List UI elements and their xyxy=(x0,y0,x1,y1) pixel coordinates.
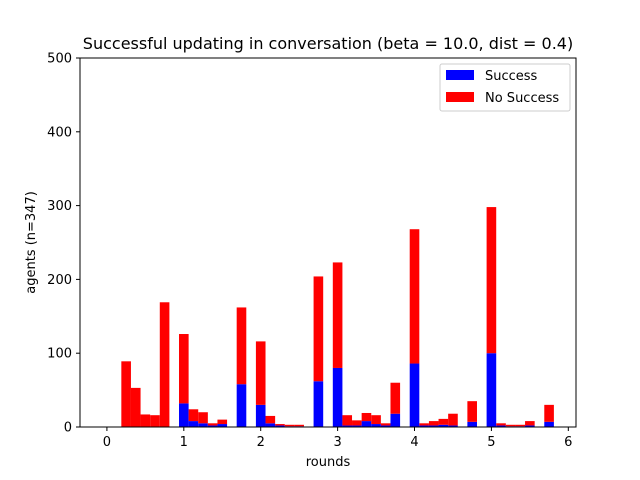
bar-success xyxy=(371,424,381,427)
bar-success xyxy=(313,381,324,427)
y-tick-label: 400 xyxy=(47,125,72,140)
bar-success xyxy=(265,423,276,427)
bar-success xyxy=(380,425,391,427)
bar-no-success xyxy=(217,419,228,425)
x-tick-label: 3 xyxy=(333,435,341,450)
bar-success xyxy=(544,421,554,427)
bar-no-success xyxy=(207,423,218,426)
x-tick-label: 2 xyxy=(257,435,265,450)
bar-no-success xyxy=(198,412,208,424)
bar-success xyxy=(486,353,497,427)
legend-swatch-success xyxy=(446,70,474,80)
bar-no-success xyxy=(179,334,189,404)
bar-no-success xyxy=(342,415,353,426)
legend: Success No Success xyxy=(439,63,571,112)
bar-success xyxy=(390,413,401,427)
bar-no-success xyxy=(525,421,535,426)
bar-no-success xyxy=(544,404,554,422)
bar-success xyxy=(352,425,362,427)
bar-no-success xyxy=(332,262,343,368)
bar-success xyxy=(207,425,218,427)
bar-success xyxy=(275,425,285,427)
y-tick-label: 300 xyxy=(47,199,72,214)
legend-label-success: Success xyxy=(485,69,538,84)
x-axis: 0 1 2 3 4 5 6 xyxy=(103,427,572,450)
bar-no-success xyxy=(130,387,141,427)
bar-no-success xyxy=(505,424,516,427)
bar-success xyxy=(332,367,343,427)
bar-no-success xyxy=(467,401,477,422)
bar-no-success xyxy=(380,423,391,426)
x-axis-label: rounds xyxy=(306,455,351,470)
plot-area xyxy=(121,207,554,427)
legend-swatch-no-success xyxy=(446,92,474,102)
bar-no-success xyxy=(428,421,439,426)
bar-no-success xyxy=(284,424,295,427)
bar-success xyxy=(179,403,189,427)
bar-success xyxy=(198,423,208,427)
bar-no-success xyxy=(188,409,199,422)
bar-no-success xyxy=(275,424,285,426)
bar-no-success xyxy=(159,302,170,427)
bar-success xyxy=(217,424,228,427)
y-tick-label: 500 xyxy=(47,52,72,67)
y-axis: 0 100 200 300 400 500 xyxy=(47,52,80,436)
bar-success xyxy=(438,424,449,427)
bar-no-success xyxy=(150,415,160,427)
bar-no-success xyxy=(265,415,276,424)
x-tick-label: 0 xyxy=(103,435,111,450)
bar-no-success xyxy=(371,415,381,425)
x-tick-label: 1 xyxy=(180,435,188,450)
bar-success xyxy=(188,421,199,427)
bar-success xyxy=(255,404,266,427)
bar-success xyxy=(428,425,439,427)
bar-no-success xyxy=(496,423,506,426)
bar-no-success xyxy=(255,341,266,405)
y-axis-label: agents (n=347) xyxy=(24,191,39,294)
bar-no-success xyxy=(361,412,372,422)
bar-success xyxy=(525,425,535,427)
bar-success xyxy=(409,363,420,427)
bar-success xyxy=(496,425,506,427)
chart-title: Successful updating in conversation (bet… xyxy=(83,34,573,53)
bar-no-success xyxy=(515,424,526,427)
y-tick-label: 100 xyxy=(47,347,72,362)
bar-no-success xyxy=(121,361,131,427)
x-tick-label: 4 xyxy=(410,435,418,450)
bar-no-success xyxy=(438,418,449,425)
x-tick-label: 5 xyxy=(487,435,495,450)
y-tick-label: 200 xyxy=(47,273,72,288)
bar-no-success xyxy=(140,414,151,427)
bar-no-success xyxy=(409,229,420,364)
bar-no-success xyxy=(313,276,324,382)
bar-no-success xyxy=(486,207,497,354)
bar-success xyxy=(467,421,477,427)
bar-success xyxy=(236,384,247,427)
bar-no-success xyxy=(390,382,401,414)
bar-no-success xyxy=(352,420,362,426)
bar-success xyxy=(361,421,372,427)
bar-no-success xyxy=(294,424,304,427)
x-tick-label: 6 xyxy=(564,435,572,450)
y-tick-label: 0 xyxy=(64,421,72,436)
bar-no-success xyxy=(448,413,458,426)
bar-success xyxy=(419,425,429,427)
bar-no-success xyxy=(419,423,429,426)
plot-frame xyxy=(79,57,577,428)
legend-label-no-success: No Success xyxy=(485,91,559,106)
bar-success xyxy=(448,425,458,427)
bar-success xyxy=(342,425,353,427)
bar-no-success xyxy=(236,307,247,385)
